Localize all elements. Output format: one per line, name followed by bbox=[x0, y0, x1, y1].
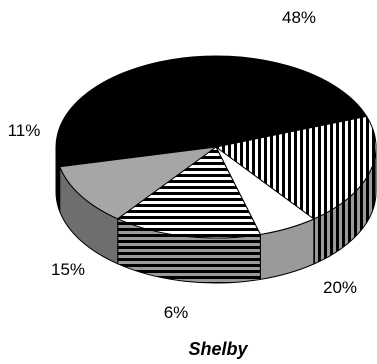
chart-title: Shelby bbox=[188, 339, 248, 359]
pie-tops bbox=[55, 55, 377, 239]
pie-slice-0 bbox=[55, 55, 368, 168]
pie-labels: 48% 20% 6% 15% 11% bbox=[8, 8, 357, 322]
pie-slice-1 bbox=[214, 115, 377, 220]
slice-label-3: 15% bbox=[51, 260, 85, 279]
slice-label-1: 20% bbox=[323, 278, 357, 297]
pie-slice-3 bbox=[116, 146, 262, 239]
pie-sides bbox=[55, 146, 377, 284]
slice-label-4: 11% bbox=[8, 121, 41, 140]
slice-label-2: 6% bbox=[164, 303, 189, 322]
pie-slice-4 bbox=[59, 146, 218, 220]
slice-label-0: 48% bbox=[282, 8, 316, 27]
